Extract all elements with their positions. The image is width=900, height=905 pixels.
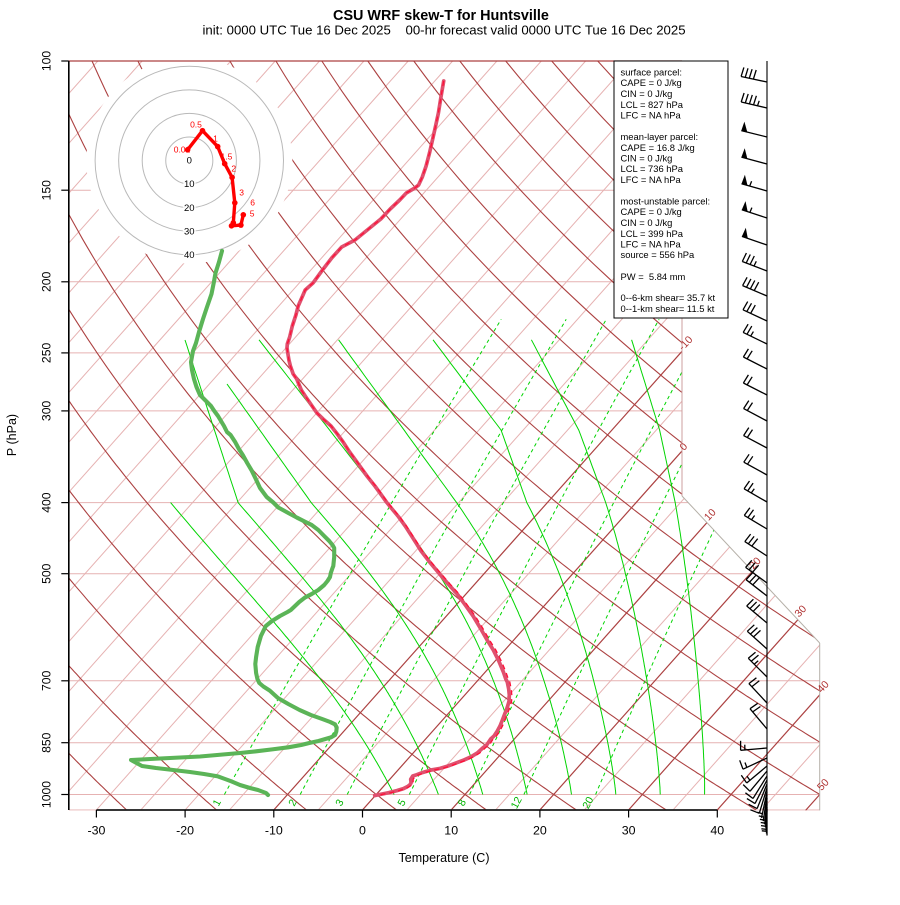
- svg-text:20: 20: [184, 203, 195, 214]
- svg-text:1000: 1000: [40, 781, 54, 808]
- svg-text:PW = 5.84 mm: PW = 5.84 mm: [621, 271, 686, 282]
- svg-text:CIN = 0 J/kg: CIN = 0 J/kg: [621, 88, 673, 99]
- svg-text:5: 5: [250, 209, 255, 219]
- svg-text:Temperature (C): Temperature (C): [399, 851, 490, 865]
- svg-text:LCL = 399 hPa: LCL = 399 hPa: [621, 228, 684, 239]
- svg-text:init: 0000 UTC Tue 16 Dec 2025: init: 0000 UTC Tue 16 Dec 2025 00-hr for…: [202, 23, 685, 38]
- svg-text:2: 2: [231, 163, 236, 173]
- svg-text:0--6-km shear= 35.7 kt: 0--6-km shear= 35.7 kt: [621, 292, 716, 303]
- svg-text:CIN = 0 J/kg: CIN = 0 J/kg: [621, 153, 673, 164]
- svg-text:300: 300: [40, 401, 54, 422]
- svg-text:LCL = 827 hPa: LCL = 827 hPa: [621, 99, 684, 110]
- svg-text:CIN = 0 J/kg: CIN = 0 J/kg: [621, 217, 673, 228]
- svg-text:40: 40: [710, 824, 724, 838]
- svg-text:CAPE = 0 J/kg: CAPE = 0 J/kg: [621, 77, 682, 88]
- svg-text:LFC = NA hPa: LFC = NA hPa: [621, 174, 682, 185]
- svg-text:400: 400: [40, 492, 54, 513]
- svg-text:1: 1: [213, 134, 218, 144]
- svg-text:LFC = NA hPa: LFC = NA hPa: [621, 110, 682, 121]
- svg-text:6: 6: [250, 198, 255, 208]
- svg-text:1.5: 1.5: [221, 152, 233, 162]
- svg-text:150: 150: [40, 180, 54, 201]
- svg-text:0--1-km shear= 11.5 kt: 0--1-km shear= 11.5 kt: [621, 303, 715, 314]
- svg-text:250: 250: [40, 343, 54, 364]
- svg-text:850: 850: [40, 732, 54, 753]
- svg-text:-20: -20: [176, 824, 194, 838]
- svg-text:-10: -10: [265, 824, 283, 838]
- svg-text:most-unstable parcel:: most-unstable parcel:: [621, 196, 711, 207]
- svg-text:P (hPa): P (hPa): [5, 414, 19, 456]
- svg-text:0: 0: [359, 824, 366, 838]
- svg-text:20: 20: [533, 824, 547, 838]
- svg-text:10: 10: [444, 824, 458, 838]
- svg-text:500: 500: [40, 563, 54, 584]
- svg-text:LFC = NA hPa: LFC = NA hPa: [621, 239, 682, 250]
- svg-text:40: 40: [184, 250, 195, 261]
- svg-text:LCL = 736 hPa: LCL = 736 hPa: [621, 163, 684, 174]
- svg-text:30: 30: [184, 226, 195, 237]
- svg-text:0.01: 0.01: [174, 145, 191, 155]
- svg-text:0.5: 0.5: [190, 120, 202, 130]
- svg-text:mean-layer parcel:: mean-layer parcel:: [621, 131, 699, 142]
- svg-text:100: 100: [40, 51, 54, 72]
- svg-text:-30: -30: [87, 824, 105, 838]
- svg-text:200: 200: [40, 271, 54, 292]
- svg-text:surface parcel:: surface parcel:: [621, 67, 683, 78]
- svg-text:source = 556 hPa: source = 556 hPa: [621, 249, 696, 260]
- svg-text:30: 30: [622, 824, 636, 838]
- svg-text:10: 10: [184, 179, 195, 190]
- svg-text:3: 3: [239, 188, 244, 198]
- svg-text:CAPE = 0 J/kg: CAPE = 0 J/kg: [621, 206, 682, 217]
- svg-text:CAPE = 16.8 J/kg: CAPE = 16.8 J/kg: [621, 142, 695, 153]
- svg-text:0: 0: [187, 156, 192, 167]
- svg-text:700: 700: [40, 670, 54, 691]
